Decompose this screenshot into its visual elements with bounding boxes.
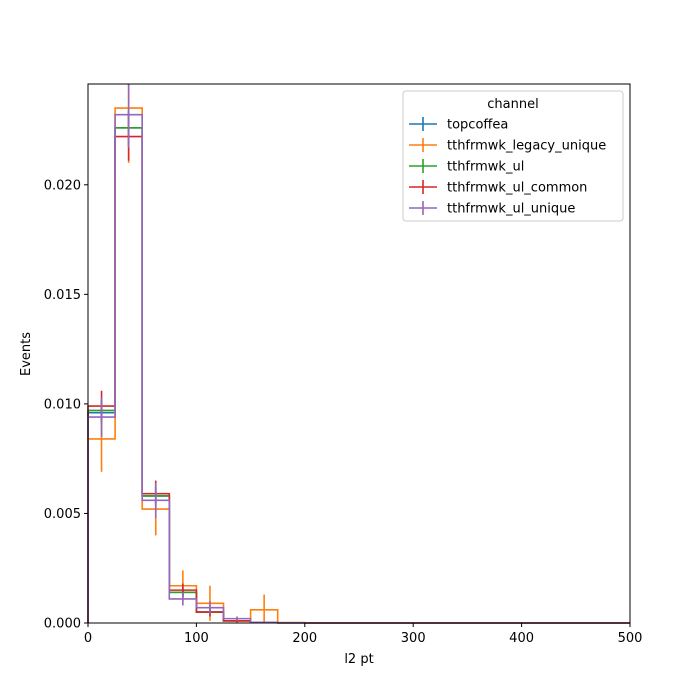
plot-frame [87, 83, 631, 624]
legend: channel topcoffeatthfrmwk_legacy_uniquet… [402, 90, 624, 222]
x-tick-label: 0 [84, 631, 92, 646]
y-tick-label: 0.005 [44, 507, 81, 522]
legend-label: tthfrmwk_ul_unique [447, 202, 575, 217]
x-axis: 0 100 200 300 400 500 [84, 623, 643, 646]
legend-entry: tthfrmwk_legacy_unique [409, 138, 606, 154]
x-tick-label: 200 [292, 631, 317, 646]
legend-title: channel [487, 97, 538, 112]
legend-label: tthfrmwk_ul [447, 160, 524, 175]
legend-entry: tthfrmwk_ul_unique [409, 201, 575, 217]
y-tick-label: 0.000 [44, 617, 81, 632]
legend-entry: topcoffea [409, 117, 508, 133]
legend-label: tthfrmwk_ul_common [447, 181, 587, 196]
legend-entry: tthfrmwk_ul_common [409, 180, 587, 196]
legend-entries: topcoffea tthfrmwk_legacy_unique tthfrmwk_… [409, 117, 606, 217]
legend-entry: tthfrmwk_ul [409, 159, 524, 175]
y-tick-label: 0.015 [44, 288, 81, 303]
y-tick-label: 0.020 [44, 178, 81, 193]
x-tick-label: 400 [509, 631, 534, 646]
x-axis-title: l2 pt [344, 652, 373, 667]
legend-label: topcoffea [447, 118, 508, 133]
y-tick-label: 0.010 [44, 397, 81, 412]
x-tick-label: 500 [618, 631, 643, 646]
y-axis-title: Events [19, 332, 34, 376]
legend-box [402, 90, 624, 222]
legend-label: tthfrmwk_legacy_unique [447, 139, 606, 154]
x-tick-label: 100 [184, 631, 209, 646]
x-tick-label: 300 [401, 631, 426, 646]
y-axis: 0.000 0.005 0.010 0.015 0.020 [44, 178, 88, 632]
